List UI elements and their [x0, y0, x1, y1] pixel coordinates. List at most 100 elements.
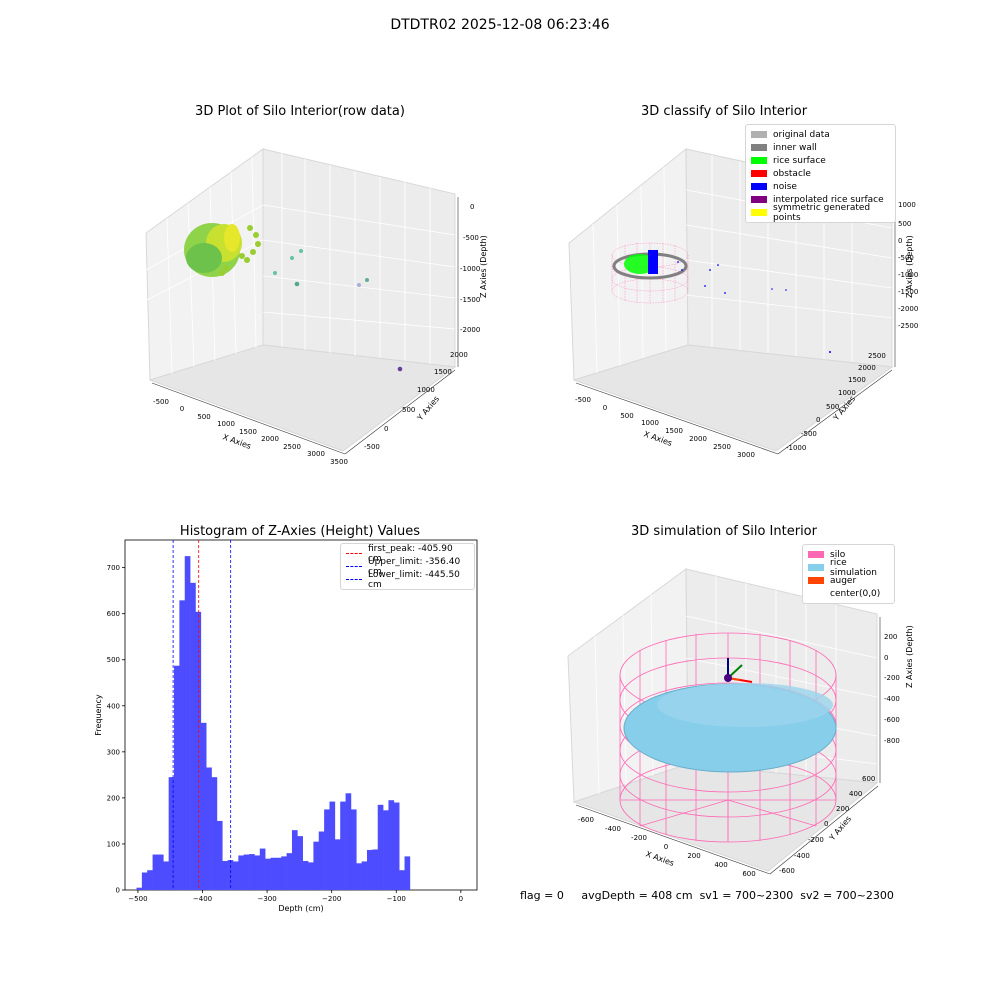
- hist-ytick-label: 700: [107, 564, 120, 572]
- hist-bar: [249, 854, 255, 890]
- hist-bar: [270, 857, 277, 890]
- p4-xtick: -400: [605, 825, 621, 833]
- legend-label: obstacle: [773, 168, 811, 179]
- p4-legend-item: auger: [808, 574, 889, 587]
- hist-bar: [308, 862, 314, 890]
- p2-floor-pane: [572, 344, 894, 452]
- hist-bar: [393, 802, 400, 890]
- p2-legend-item: rice surface: [751, 154, 890, 167]
- sv1-text: sv1 = 700~2300: [699, 889, 794, 902]
- p4-ztick: -600: [884, 716, 900, 724]
- panel3-title: Histogram of Z-Axies (Height) Values: [179, 524, 421, 539]
- legend-swatch: [808, 564, 824, 571]
- legend-label: center(0,0): [830, 588, 881, 599]
- p1-ytick: 2000: [450, 351, 468, 359]
- p1-ztick: -1500: [460, 296, 480, 304]
- hist-bar: [216, 820, 223, 890]
- p2-ytick: 2000: [858, 364, 876, 372]
- p2-legend-item: original data: [751, 128, 890, 141]
- legend-label: Lower_limit: -445.50 cm: [368, 569, 460, 590]
- p2-noise-points: [677, 261, 831, 353]
- legend-swatch: [751, 209, 767, 216]
- legend-label: original data: [773, 129, 830, 140]
- p2-xtick: 3000: [737, 451, 755, 459]
- hist-bar: [222, 860, 228, 890]
- legend-line: [346, 579, 362, 580]
- hist-bar: [136, 887, 143, 890]
- p2-legend-item: noise: [751, 180, 890, 193]
- p2-noise-block: [648, 250, 658, 274]
- legend-swatch: [751, 183, 767, 190]
- hist-bar: [157, 854, 164, 890]
- hist-bar: [297, 836, 303, 890]
- p2-xtick: -500: [575, 396, 591, 404]
- p2-ztick: -1500: [898, 288, 918, 296]
- hist-bar: [313, 841, 320, 890]
- hist-legend-item: Lower_limit: -445.50 cm: [346, 570, 469, 590]
- hist-legend-item: Upper_limit: -356.40 cm: [346, 557, 469, 577]
- legend-label: first_peak: -405.90 cm: [368, 543, 453, 564]
- hist-bar: [383, 810, 389, 890]
- p4-ytick: -400: [794, 852, 810, 860]
- hist-bar: [324, 809, 330, 890]
- legend-swatch: [751, 196, 767, 203]
- p4-ztick: -200: [884, 674, 900, 682]
- hist-bar: [367, 849, 373, 890]
- p1-zlabel: Z Axies (Depth): [479, 235, 488, 298]
- p4-center-marker: [724, 674, 732, 682]
- p4-xtick: 600: [742, 870, 755, 878]
- hist-ytick-label: 400: [107, 702, 120, 710]
- hist-bar: [281, 856, 287, 890]
- hist-bar: [291, 830, 298, 890]
- p4-floor-pane: [572, 763, 879, 872]
- hist-bar: [340, 801, 346, 890]
- legend-label: noise: [773, 181, 797, 192]
- hist-yticks: 0 100 200 300 400 500 600 700: [107, 564, 125, 895]
- p1-xtick: 500: [197, 413, 210, 421]
- hist-bar: [372, 849, 379, 890]
- p1-ztick: -1000: [460, 265, 480, 273]
- hist-bar: [243, 854, 250, 890]
- p2-ytick: -1000: [786, 444, 806, 452]
- p4-ytick: 0: [824, 820, 828, 828]
- p4-xtick: 0: [664, 843, 668, 851]
- hist-bar: [302, 860, 309, 890]
- sv2-text: sv2 = 700~2300: [800, 889, 894, 902]
- hist-bar: [259, 848, 266, 890]
- legend-swatch: [808, 551, 824, 558]
- p4-left-pane: [567, 568, 689, 803]
- p4-xtick: 200: [687, 852, 700, 860]
- p1-ytick: 1000: [417, 386, 435, 394]
- hist-legend: first_peak: -405.90 cm Upper_limit: -356…: [340, 543, 475, 590]
- p2-xtick: 1500: [665, 427, 683, 435]
- hist-ref-lines: [172, 540, 232, 890]
- p1-xtick: -500: [153, 398, 169, 406]
- p1-xtick: 3500: [330, 458, 348, 466]
- p2-xtick: 500: [620, 412, 633, 420]
- hist-bar: [206, 767, 212, 890]
- hist-bar: [200, 722, 207, 890]
- hist-xlabel: Depth (cm): [278, 904, 323, 913]
- hist-bar: [329, 801, 336, 890]
- hist-bar: [388, 800, 395, 890]
- hist-bar: [286, 853, 293, 890]
- panel2-title: 3D classify of Silo Interior: [640, 104, 808, 119]
- p4-ytick: -200: [808, 836, 824, 844]
- p4-xtick: 400: [714, 861, 727, 869]
- p4-legend-item: center(0,0): [808, 587, 889, 600]
- p2-zlabel: Z Axies (Depth): [905, 235, 914, 298]
- p4-legend-item: rice simulation: [808, 558, 889, 578]
- panel1-title: 3D Plot of Silo Interior(row data): [195, 104, 405, 119]
- p2-legend-item: obstacle: [751, 167, 890, 180]
- p2-ztick: 1000: [898, 201, 916, 209]
- legend-label: interpolated rice surface: [773, 194, 884, 205]
- avg-depth-text: avgDepth = 408 cm: [581, 889, 693, 902]
- hist-xtick-label: 0: [459, 895, 463, 903]
- p1-ytick: 500: [402, 406, 415, 414]
- hist-bar: [174, 665, 180, 890]
- hist-legend-item: first_peak: -405.90 cm: [346, 544, 469, 564]
- p2-xtick: 2500: [713, 443, 731, 451]
- p4-ytick: 400: [849, 790, 862, 798]
- p2-xtick: 1000: [641, 419, 659, 427]
- p2-ytick: 2500: [868, 352, 886, 360]
